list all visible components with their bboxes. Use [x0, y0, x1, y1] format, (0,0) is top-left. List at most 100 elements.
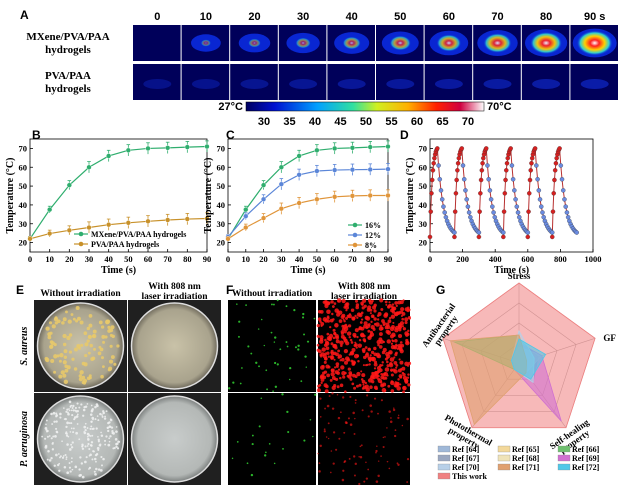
- thermal-spot: [386, 79, 415, 89]
- thermal-spot: [289, 79, 318, 89]
- cooling-point: [486, 177, 491, 182]
- bacterial-colony: [116, 447, 120, 450]
- live-cell: [294, 346, 297, 349]
- dead-cell: [339, 376, 342, 380]
- panel-g-radar: StressGFSelf-healingpropertyPhotothermal…: [420, 271, 617, 481]
- live-cell: [273, 462, 276, 465]
- data-point: [385, 192, 391, 199]
- heating-point: [452, 209, 458, 214]
- bacterial-colony: [116, 442, 119, 446]
- cooling-point: [515, 210, 521, 215]
- heating-point: [428, 209, 433, 214]
- bacterial-colony: [102, 457, 105, 461]
- dead-cell: [359, 445, 362, 448]
- data-point: [165, 217, 171, 223]
- dead-cell: [376, 445, 378, 447]
- bacterial-colony: [115, 430, 118, 433]
- bacterial-colony: [71, 414, 74, 417]
- panel-letter-e: E: [16, 283, 24, 297]
- dead-cell: [406, 376, 410, 379]
- dead-cell: [386, 364, 390, 368]
- dead-cell: [330, 368, 335, 373]
- live-cell: [309, 418, 312, 421]
- dead-cell: [336, 371, 340, 375]
- dead-cell: [393, 346, 397, 349]
- dead-cell: [373, 322, 377, 326]
- bacterial-colony: [44, 445, 48, 449]
- bacterial-colony: [61, 456, 65, 459]
- dead-cell: [350, 359, 354, 363]
- dead-cell: [353, 353, 359, 359]
- dead-cell: [404, 380, 409, 384]
- bacterial-colony: [99, 468, 103, 472]
- dead-cell: [383, 389, 387, 392]
- dead-cell: [326, 302, 330, 306]
- bacterial-colony: [78, 474, 82, 477]
- heating-point: [478, 191, 483, 196]
- heating-point: [477, 209, 482, 214]
- x-tick-label: 80: [366, 254, 375, 264]
- dead-cell: [341, 324, 345, 328]
- live-cell: [274, 336, 277, 339]
- dead-cell: [336, 312, 341, 317]
- bacterial-colony: [53, 420, 56, 423]
- thermal-spot: [434, 79, 463, 89]
- dead-cell: [357, 343, 362, 348]
- dead-cell: [337, 356, 341, 359]
- y-tick-label: 40: [217, 200, 226, 210]
- column-label: laser irradiation: [331, 292, 398, 302]
- dead-cell: [353, 455, 356, 458]
- live-cell: [260, 397, 263, 400]
- dead-cell: [375, 387, 378, 391]
- bacterial-colony: [55, 414, 58, 416]
- dead-cell: [369, 312, 372, 315]
- live-cell: [246, 462, 249, 465]
- data-point: [86, 164, 92, 170]
- live-cell: [257, 328, 260, 330]
- bacterial-colony: [47, 335, 52, 340]
- bacterial-colony: [100, 434, 104, 438]
- y-tick-label: 70: [217, 143, 226, 153]
- live-cell: [263, 344, 266, 347]
- bacterial-colony: [56, 354, 60, 358]
- dead-cell: [386, 360, 389, 364]
- dead-cell: [368, 347, 371, 351]
- cooling-point: [550, 230, 555, 235]
- cooling-point: [525, 230, 531, 235]
- bacterial-colony: [94, 418, 97, 421]
- bacterial-colony: [93, 347, 96, 351]
- dead-cell: [398, 333, 403, 339]
- data-point: [225, 236, 231, 242]
- dead-cell: [340, 344, 343, 347]
- bacterial-colony: [109, 418, 113, 422]
- legend-label: Ref [65]: [512, 445, 540, 454]
- y-tick-label: 70: [19, 143, 28, 153]
- heating-point: [456, 155, 462, 161]
- dead-cell: [397, 378, 400, 381]
- legend-swatch: [437, 472, 451, 480]
- time-label: 60: [443, 11, 455, 23]
- thermal-spot: [342, 36, 361, 50]
- bacterial-colony: [84, 342, 89, 347]
- dead-cell: [319, 310, 324, 314]
- bacterial-colony: [84, 445, 87, 448]
- dead-cell: [344, 460, 347, 463]
- dead-cell: [332, 462, 335, 465]
- bacterial-colony: [105, 410, 108, 413]
- heating-point: [554, 155, 559, 161]
- bacterial-colony: [101, 414, 104, 416]
- cooling-point: [436, 163, 441, 168]
- bacterial-colony: [44, 356, 49, 361]
- dead-cell: [364, 346, 368, 349]
- bacterial-colony: [70, 460, 73, 463]
- cooling-point: [509, 163, 515, 168]
- bacterial-colony: [53, 316, 59, 322]
- dead-cell: [349, 395, 352, 399]
- bacterial-colony: [105, 435, 108, 438]
- x-axis-label: Time (s): [494, 265, 529, 276]
- panel-letter-b: B: [32, 128, 41, 142]
- bacterial-colony: [70, 422, 73, 425]
- legend-label: This work: [452, 472, 487, 481]
- heating-point: [525, 234, 531, 240]
- bacterial-colony: [50, 412, 53, 416]
